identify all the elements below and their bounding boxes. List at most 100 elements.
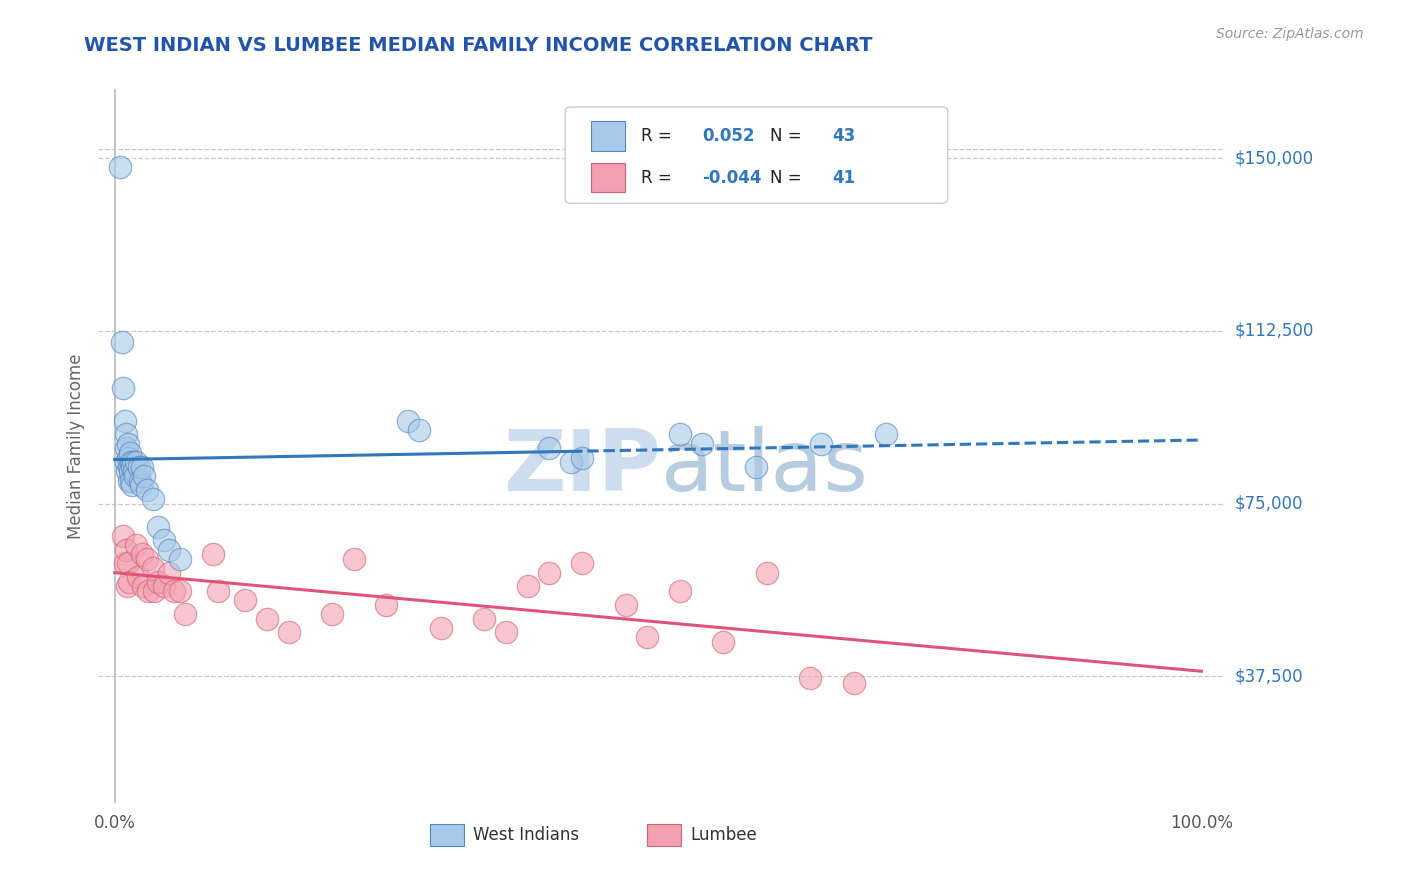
Point	[408, 423, 430, 437]
Point	[112, 529, 135, 543]
Point	[125, 455, 148, 469]
Point	[129, 478, 152, 492]
Point	[560, 455, 582, 469]
Point	[114, 455, 136, 469]
Point	[711, 634, 734, 648]
Point	[233, 593, 256, 607]
FancyBboxPatch shape	[591, 120, 624, 151]
Point	[142, 491, 165, 506]
Point	[375, 598, 398, 612]
Point	[669, 427, 692, 442]
Point	[571, 557, 593, 571]
Point	[163, 584, 186, 599]
Point	[111, 335, 134, 350]
Text: WEST INDIAN VS LUMBEE MEDIAN FAMILY INCOME CORRELATION CHART: WEST INDIAN VS LUMBEE MEDIAN FAMILY INCO…	[84, 36, 873, 54]
Point	[207, 584, 229, 599]
Point	[118, 574, 141, 589]
Text: R =: R =	[641, 169, 671, 186]
Text: 41: 41	[832, 169, 855, 186]
Point	[118, 459, 141, 474]
Point	[132, 579, 155, 593]
Text: Source: ZipAtlas.com: Source: ZipAtlas.com	[1216, 27, 1364, 41]
Point	[636, 630, 658, 644]
Text: N =: N =	[770, 127, 801, 145]
Text: $112,500: $112,500	[1234, 322, 1313, 340]
Point	[201, 547, 224, 561]
Point	[136, 551, 159, 566]
Point	[516, 579, 538, 593]
Point	[538, 566, 561, 580]
Point	[122, 455, 145, 469]
Point	[108, 161, 131, 175]
Point	[114, 427, 136, 442]
Point	[148, 519, 170, 533]
Point	[875, 427, 897, 442]
Point	[115, 579, 138, 593]
Point	[121, 459, 143, 474]
Point	[112, 381, 135, 395]
Point	[128, 474, 150, 488]
Point	[121, 478, 143, 492]
Point	[277, 625, 299, 640]
Point	[114, 414, 136, 428]
Text: $150,000: $150,000	[1234, 149, 1313, 168]
Point	[138, 584, 160, 599]
Point	[114, 542, 136, 557]
Point	[117, 450, 139, 465]
Point	[131, 459, 153, 474]
Text: West Indians: West Indians	[472, 826, 579, 844]
Point	[755, 566, 778, 580]
Point	[127, 570, 149, 584]
Point	[690, 436, 713, 450]
Point	[495, 625, 517, 640]
Point	[157, 542, 180, 557]
Text: Lumbee: Lumbee	[690, 826, 756, 844]
Text: 0.052: 0.052	[703, 127, 755, 145]
Point	[396, 414, 419, 428]
Y-axis label: Median Family Income: Median Family Income	[66, 353, 84, 539]
Point	[321, 607, 343, 621]
Point	[115, 464, 138, 478]
Point	[745, 459, 768, 474]
Point	[614, 598, 637, 612]
Point	[125, 538, 148, 552]
Point	[114, 442, 136, 456]
Point	[148, 574, 170, 589]
FancyBboxPatch shape	[647, 824, 681, 846]
Text: $37,500: $37,500	[1234, 667, 1303, 685]
Text: N =: N =	[770, 169, 801, 186]
Point	[142, 561, 165, 575]
Point	[256, 612, 278, 626]
Point	[120, 455, 142, 469]
Point	[174, 607, 197, 621]
Point	[669, 584, 692, 599]
Point	[142, 584, 165, 599]
Point	[157, 566, 180, 580]
Point	[152, 533, 174, 548]
Point	[842, 676, 865, 690]
FancyBboxPatch shape	[430, 824, 464, 846]
Point	[169, 584, 191, 599]
Text: $75,000: $75,000	[1234, 494, 1303, 513]
Point	[120, 474, 142, 488]
Point	[169, 551, 191, 566]
Point	[429, 621, 451, 635]
Point	[124, 464, 146, 478]
Text: ZIP: ZIP	[503, 425, 661, 509]
Text: -0.044: -0.044	[703, 169, 762, 186]
FancyBboxPatch shape	[565, 107, 948, 203]
Point	[117, 436, 139, 450]
Point	[124, 469, 146, 483]
Point	[472, 612, 495, 626]
Point	[152, 579, 174, 593]
Point	[117, 557, 139, 571]
Point	[810, 436, 832, 450]
Point	[343, 551, 366, 566]
Point	[132, 469, 155, 483]
Point	[571, 450, 593, 465]
Point	[118, 474, 141, 488]
Point	[136, 483, 159, 497]
Text: 43: 43	[832, 127, 855, 145]
Point	[128, 459, 150, 474]
FancyBboxPatch shape	[591, 162, 624, 193]
